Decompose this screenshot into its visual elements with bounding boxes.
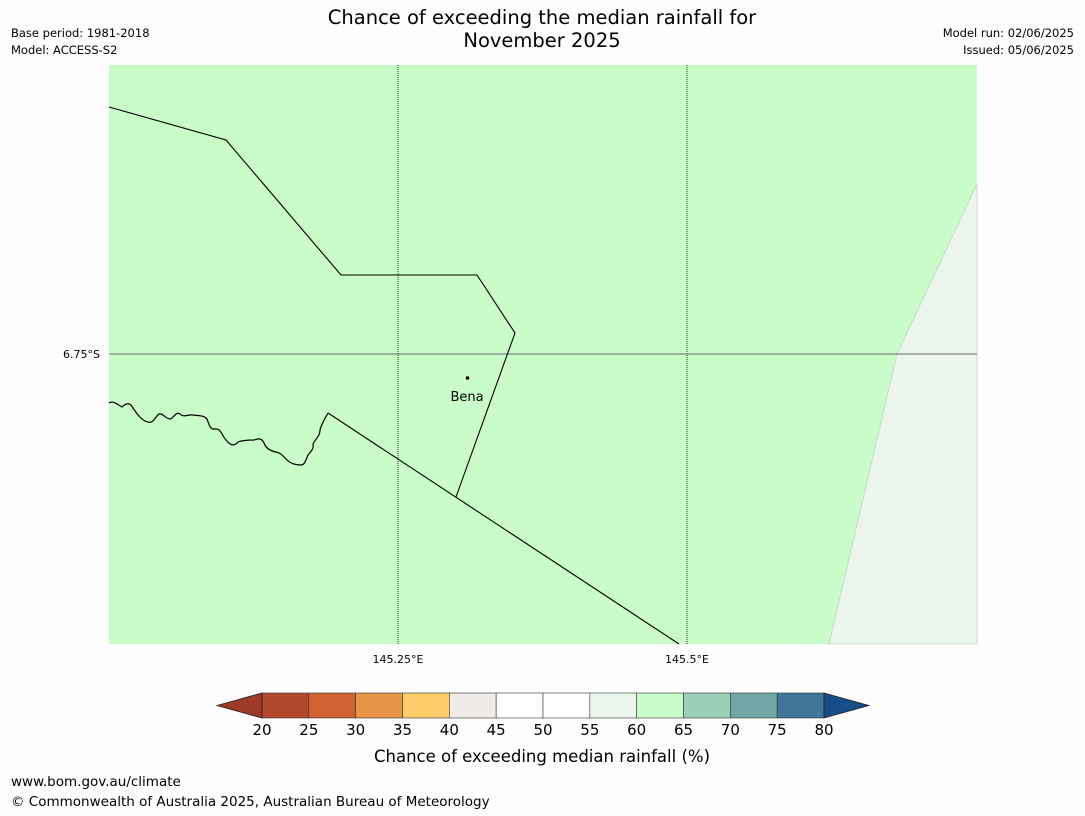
colorbar-tick-label: 40 [440,721,459,739]
colorbar-segment [355,692,403,719]
colorbar-ticks: 20 25 30 35 40 45 50 55 60 65 70 75 80 [252,721,833,739]
colorbar-over-arrow [823,692,871,719]
colorbar-segment [683,692,731,719]
colorbar-tick-label: 55 [580,721,599,739]
meta-left: Base period: 1981-2018 Model: ACCESS-S2 [11,25,150,59]
colorbar-tick-label: 70 [721,721,740,739]
colorbar-tick-label: 65 [674,721,693,739]
lon-label-145-5: 145.5°E [665,653,709,666]
forecast-map: Bena 6.75°S 145.25°E 145.5°E [63,65,978,666]
colorbar-tick-label: 75 [768,721,787,739]
colorbar-under-arrow [215,692,263,719]
province-boundary-south [327,412,680,645]
map-title: Chance of exceeding the median rainfall … [242,6,842,52]
colorbar-label: Chance of exceeding median rainfall (%) [374,747,710,766]
colorbar-segment [730,692,778,719]
footer-copyright: © Commonwealth of Australia 2025, Austra… [11,794,490,810]
colorbar-segment [589,692,637,719]
lat-label: 6.75°S [63,348,100,361]
east-probability-region [828,183,978,645]
town-label: Bena [450,390,483,405]
colorbar-tick-label: 60 [627,721,646,739]
colorbar-segment [776,692,825,719]
colorbar-segment [636,692,684,719]
river-line [108,401,329,466]
colorbar-segment [495,692,544,719]
colorbar-segment [261,692,310,719]
model-text: Model: ACCESS-S2 [11,43,118,57]
issued-text: Issued: 05/06/2025 [963,43,1074,57]
colorbar-tick-label: 50 [533,721,552,739]
colorbar-segment [449,692,497,719]
colorbar-segment [542,692,591,719]
colorbar-segment [308,692,356,719]
meta-right: Model run: 02/06/2025 Issued: 05/06/2025 [943,25,1074,59]
base-period-text: Base period: 1981-2018 [11,26,150,40]
colorbar-tick-label: 25 [299,721,318,739]
colorbar-tick-label: 30 [346,721,365,739]
footer-url: www.bom.gov.au/climate [11,774,181,790]
colorbar-tick-label: 45 [487,721,506,739]
colorbar-segments [261,692,825,719]
province-boundary-north [108,106,516,498]
model-run-text: Model run: 02/06/2025 [942,26,1074,40]
title-line-1: Chance of exceeding the median rainfall … [327,6,757,29]
colorbar-tick-label: 35 [393,721,412,739]
colorbar: 20 25 30 35 40 45 50 55 60 65 70 75 80 Chance of exc… [215,692,871,766]
lon-label-145-25: 145.25°E [373,653,424,666]
colorbar-segment [402,692,450,719]
colorbar-tick-label: 20 [252,721,271,739]
colorbar-tick-label: 80 [814,721,833,739]
town-marker [465,376,470,380]
title-line-2: November 2025 [463,29,621,52]
